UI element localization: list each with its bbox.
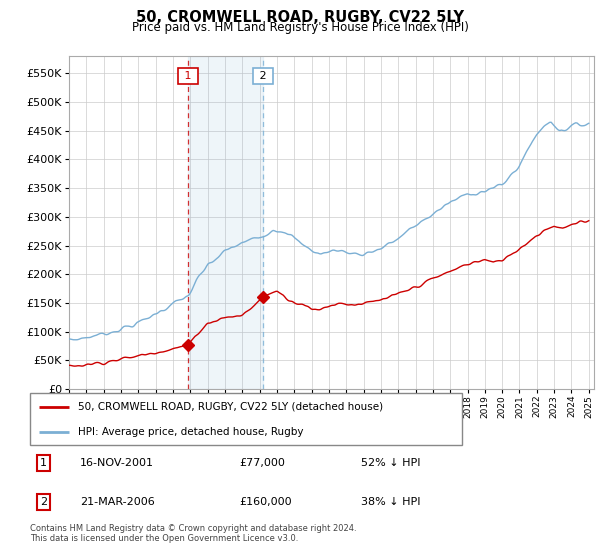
- Text: 2: 2: [40, 497, 47, 507]
- Text: HPI: Average price, detached house, Rugby: HPI: Average price, detached house, Rugb…: [77, 427, 303, 437]
- Text: 21-MAR-2006: 21-MAR-2006: [80, 497, 154, 507]
- Text: Price paid vs. HM Land Registry's House Price Index (HPI): Price paid vs. HM Land Registry's House …: [131, 21, 469, 34]
- Text: 38% ↓ HPI: 38% ↓ HPI: [361, 497, 421, 507]
- Text: 1: 1: [181, 71, 195, 81]
- Text: 1: 1: [40, 458, 47, 468]
- Text: 52% ↓ HPI: 52% ↓ HPI: [361, 458, 421, 468]
- Bar: [188, 56, 263, 389]
- Text: 50, CROMWELL ROAD, RUGBY, CV22 5LY (detached house): 50, CROMWELL ROAD, RUGBY, CV22 5LY (deta…: [77, 402, 383, 412]
- Text: 2: 2: [256, 71, 270, 81]
- Text: £160,000: £160,000: [240, 497, 292, 507]
- Text: £77,000: £77,000: [240, 458, 286, 468]
- Text: 50, CROMWELL ROAD, RUGBY, CV22 5LY: 50, CROMWELL ROAD, RUGBY, CV22 5LY: [136, 10, 464, 25]
- Text: 16-NOV-2001: 16-NOV-2001: [80, 458, 154, 468]
- Text: Contains HM Land Registry data © Crown copyright and database right 2024.
This d: Contains HM Land Registry data © Crown c…: [30, 524, 356, 543]
